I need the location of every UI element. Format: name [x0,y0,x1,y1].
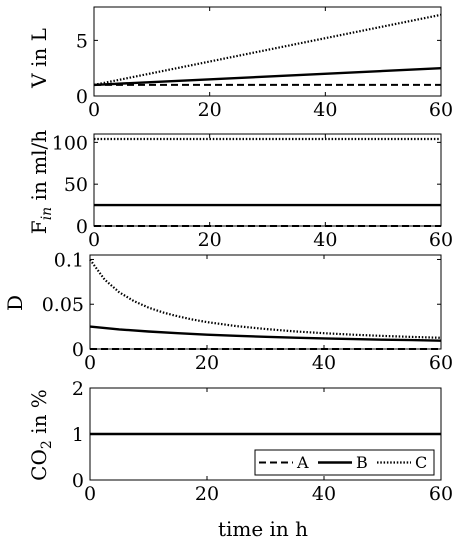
y-tick-label: 5 [76,30,88,52]
y-tick-label: 0 [72,339,84,361]
x-tick-label: 0 [88,229,100,251]
y-axis-label-dilution: D [3,295,27,311]
x-tick-label: 20 [198,99,222,121]
x-tick-label: 60 [429,229,453,251]
y-axis-label-subscript: in [39,207,55,221]
y-axis-label-subscript: 2 [39,440,55,449]
legend: A B C [254,449,435,476]
y-tick-label: 2 [72,378,84,400]
y-tick-label: 50 [64,174,88,196]
panel-feed-rate: Fin in ml/h 0 20 40 60 0 50 100 [27,130,453,251]
panel-co2: CO2 in % time in h 0 20 40 60 0 1 2 [27,378,453,541]
y-tick-label: 1 [72,424,84,446]
panel-volume: V in L 0 20 40 60 0 5 [27,6,453,121]
y-axis-label-co2: CO2 in % [27,389,55,481]
legend-label-b: B [356,453,368,472]
x-tick-label: 0 [84,352,96,374]
plot-frame-volume [93,6,442,97]
x-tick-label: 60 [429,99,453,121]
y-tick-label: 100 [52,132,88,154]
x-tick-label: 40 [313,229,337,251]
y-tick-label: 0 [72,470,84,492]
x-tick-label: 20 [198,229,222,251]
y-tick-label: 0.05 [42,294,84,316]
panel-dilution: D 0 20 40 60 0 0.05 0.1 [3,249,453,374]
series-line-c-dilution [89,258,442,339]
series-line-c-volume [93,13,442,86]
x-tick-label: 60 [429,352,453,374]
y-tick-label: 0 [76,86,88,108]
plot-frame-feed-rate [93,133,442,227]
series-line-b-volume [93,67,442,87]
y-tick-label: 0 [76,216,88,238]
series-line-b-dilution [89,325,442,342]
x-tick-label: 20 [195,352,219,374]
x-axis-label: time in h [218,517,308,541]
x-tick-label: 0 [84,483,96,505]
y-axis-label-feed-rate: Fin in ml/h [27,130,55,234]
x-tick-label: 0 [88,99,100,121]
x-tick-label: 20 [195,483,219,505]
legend-label-c: C [415,453,427,472]
legend-label-a: A [296,453,309,472]
x-tick-label: 60 [429,483,453,505]
x-tick-label: 40 [313,99,337,121]
y-axis-label-volume: V in L [27,28,51,89]
y-tick-label: 0.1 [54,249,84,271]
x-tick-label: 40 [312,483,336,505]
x-tick-label: 40 [312,352,336,374]
plot-frame-dilution [89,254,442,350]
